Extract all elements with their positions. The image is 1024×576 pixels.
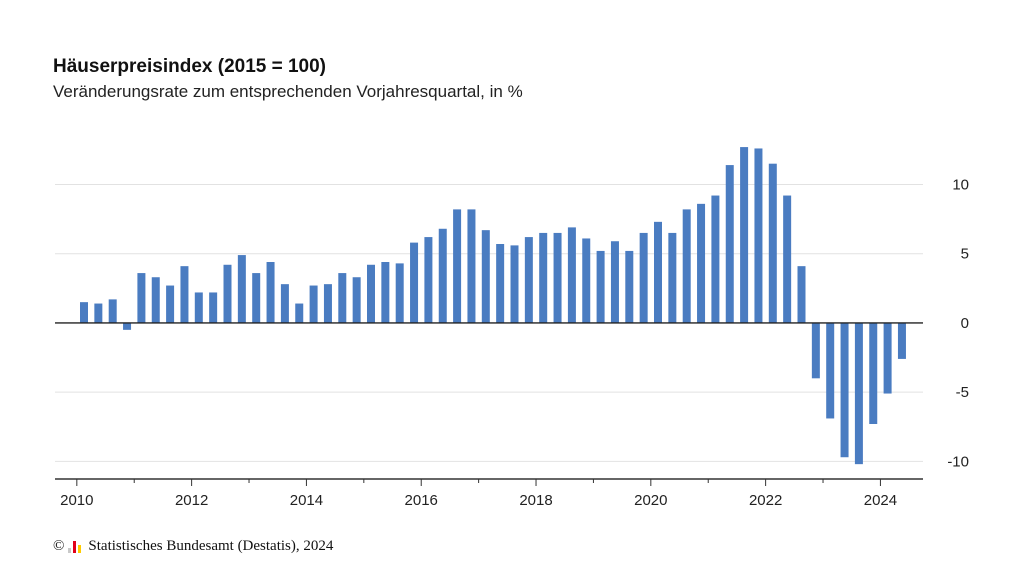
- bar: [295, 303, 304, 323]
- bar: [567, 227, 576, 323]
- bar: [883, 322, 892, 394]
- x-tick-label: 2024: [864, 492, 897, 509]
- y-tick-label: -5: [956, 384, 969, 401]
- bar: [438, 228, 447, 323]
- destatis-logo-icon: [68, 540, 82, 553]
- x-axis: 2010 2012 2014 2016 2018 2020 2022 2024: [55, 478, 923, 509]
- bar: [137, 273, 146, 323]
- bar: [453, 209, 462, 323]
- bar: [252, 273, 261, 323]
- gridlines: [55, 183, 923, 462]
- y-tick-label: 0: [961, 315, 969, 332]
- chart-subtitle: Veränderungsrate zum entsprechenden Vorj…: [53, 82, 523, 101]
- y-tick-label: 10: [952, 176, 969, 193]
- bar: [553, 232, 562, 323]
- bar: [395, 263, 404, 323]
- bar: [410, 242, 419, 323]
- bar: [352, 277, 361, 323]
- x-tick-label: 2014: [290, 492, 323, 509]
- bar: [639, 232, 648, 323]
- bar: [108, 299, 117, 323]
- bar: [237, 255, 246, 323]
- bar: [481, 230, 490, 323]
- y-axis-labels: 10 5 0 -5 -10: [947, 176, 969, 470]
- bars: [80, 147, 906, 465]
- bar: [610, 241, 619, 323]
- bar: [180, 266, 189, 323]
- bar: [424, 237, 433, 323]
- bar: [496, 244, 505, 323]
- y-tick-label: -10: [947, 453, 969, 470]
- x-tick-label: 2012: [175, 492, 208, 509]
- logo-bar: [73, 540, 77, 553]
- bar: [654, 221, 662, 323]
- bar: [582, 238, 591, 323]
- bar: [123, 322, 132, 330]
- copyright-symbol: ©: [53, 538, 65, 554]
- bar: [381, 262, 390, 323]
- bar: [783, 195, 792, 323]
- bar: [223, 264, 232, 323]
- bar: [826, 322, 835, 419]
- bar: [510, 245, 519, 323]
- bar: [797, 266, 806, 323]
- bar: [596, 250, 605, 323]
- bar: [524, 237, 533, 323]
- bar: [539, 232, 548, 323]
- x-tick-label: 2020: [634, 492, 667, 509]
- x-tick-label: 2010: [60, 492, 93, 509]
- bar: [94, 303, 103, 323]
- bar: [697, 203, 706, 323]
- source-text: Statistisches Bundesamt (Destatis), 2024: [88, 538, 334, 554]
- bar: [309, 285, 318, 323]
- source-credit: © Statistisches Bundesamt (Destatis), 20…: [53, 538, 333, 555]
- bar: [266, 262, 275, 323]
- bar: [897, 322, 906, 359]
- logo-bar: [68, 547, 72, 553]
- bar: [811, 322, 820, 379]
- bar: [151, 277, 160, 323]
- bar: [682, 209, 691, 323]
- bar: [280, 284, 289, 323]
- chart-title: Häuserpreisindex (2015 = 100): [53, 56, 327, 77]
- bar: [625, 250, 634, 323]
- bar: [711, 195, 720, 323]
- bar: [209, 292, 218, 323]
- bar: [323, 284, 332, 323]
- bar: [725, 165, 734, 323]
- x-tick-label: 2022: [749, 492, 782, 509]
- x-tick-label: 2018: [519, 492, 552, 509]
- y-tick-label: 5: [961, 246, 969, 263]
- x-tick-label: 2016: [405, 492, 438, 509]
- bar: [467, 209, 476, 323]
- bar: [854, 322, 863, 465]
- bar: [768, 163, 777, 323]
- logo-bar: [78, 544, 82, 553]
- bar: [840, 322, 849, 458]
- bar: [80, 302, 88, 323]
- bar: [338, 273, 347, 323]
- bar: [740, 147, 749, 323]
- bar: [166, 285, 175, 323]
- bar: [668, 232, 677, 323]
- bar: [869, 322, 878, 424]
- bar: [194, 292, 203, 323]
- bar: [754, 148, 763, 323]
- bar: [367, 264, 375, 323]
